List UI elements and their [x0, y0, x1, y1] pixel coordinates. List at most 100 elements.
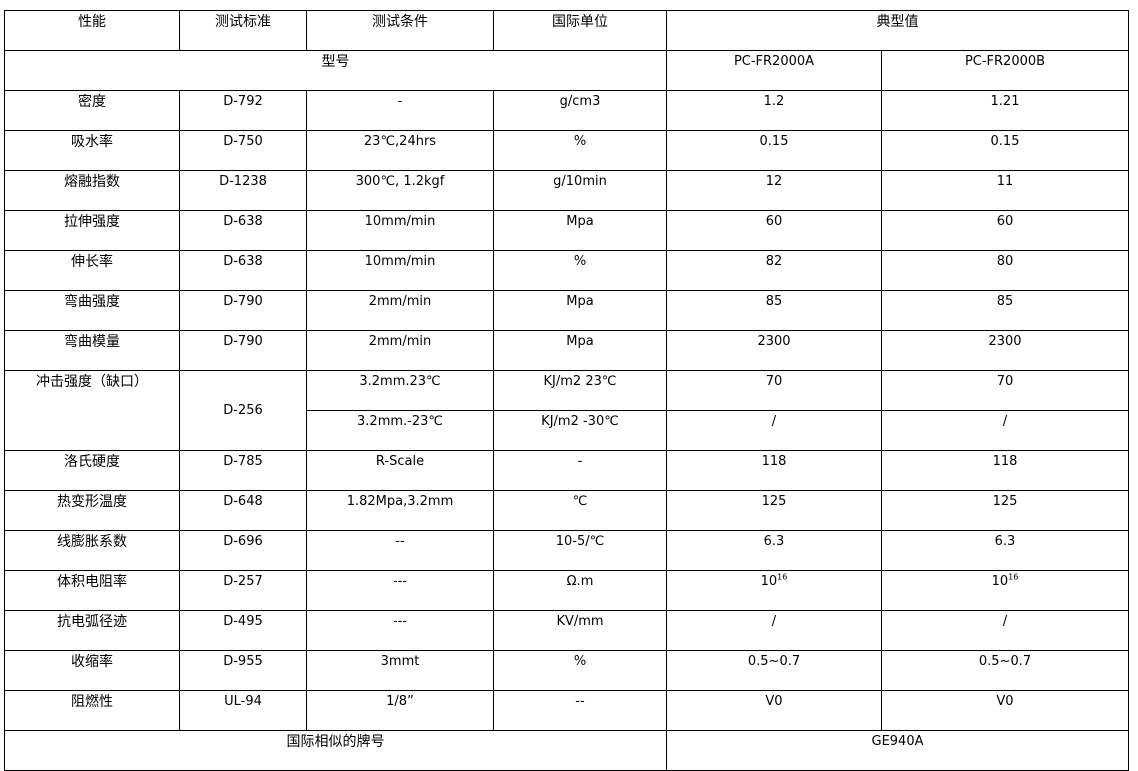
property-cell-text: 密度	[78, 94, 106, 110]
property-cell: 抗电弧径迹	[4, 610, 180, 651]
value-a-cell-text: 1.2	[763, 94, 785, 109]
unit-cell: KV/mm	[493, 610, 667, 651]
unit-cell-text: KJ/m2 23℃	[543, 374, 617, 389]
standard-cell-text: D-785	[223, 454, 263, 469]
value-a-cell-text: 85	[765, 294, 783, 309]
similar-grade-label: 国际相似的牌号	[4, 730, 667, 771]
standard-cell: D-1238	[179, 170, 307, 211]
condition-cell: -	[306, 90, 494, 131]
unit-cell: Mpa	[493, 210, 667, 251]
value-a-cell: V0	[666, 690, 882, 731]
unit-cell-text: Ω.m	[566, 574, 594, 589]
property-cell: 冲击强度（缺口）	[4, 370, 180, 451]
value-a-cell: /	[666, 410, 882, 451]
unit-cell-text: Mpa	[566, 214, 594, 229]
value-b-cell: V0	[881, 690, 1129, 731]
property-cell: 洛氏硬度	[4, 450, 180, 491]
value-b-cell-text: 85	[996, 294, 1014, 309]
condition-cell: 23℃,24hrs	[306, 130, 494, 171]
condition-cell-text: ---	[392, 614, 408, 629]
value-a-cell: 125	[666, 490, 882, 531]
unit-cell: --	[493, 690, 667, 731]
value-b-cell-text: 60	[996, 214, 1014, 229]
standard-cell: D-785	[179, 450, 307, 491]
unit-cell-text: %	[573, 654, 587, 669]
unit-cell-text: Mpa	[566, 334, 594, 349]
value-a-cell: 2300	[666, 330, 882, 371]
condition-cell: ---	[306, 610, 494, 651]
property-cell-text: 抗电弧径迹	[57, 614, 127, 630]
table-row: 吸水率 D-750 23℃,24hrs% 0.15 0.15	[4, 130, 1129, 171]
header-standard: 测试标准	[179, 10, 307, 51]
value-b-cell: 60	[881, 210, 1129, 251]
unit-cell-text: Mpa	[566, 294, 594, 309]
unit-cell-text: KV/mm	[556, 614, 604, 629]
table-row: 体积电阻率 D-257 --- Ω.m 1016 1016	[4, 570, 1129, 611]
unit-cell-text: %	[573, 254, 587, 269]
condition-cell: 300℃, 1.2kgf	[306, 170, 494, 211]
standard-cell-text: D-257	[223, 574, 263, 589]
value-a-cell-text: 70	[765, 374, 783, 389]
standard-cell-text: UL-94	[224, 694, 262, 709]
header-typical-value: 典型值	[666, 10, 1129, 51]
standard-cell-text: D-638	[223, 214, 263, 229]
condition-cell: ---	[306, 570, 494, 611]
value-b-cell-text: 6.3	[994, 534, 1016, 549]
condition-cell: 3.2mm.-23℃	[306, 410, 494, 451]
value-b-cell: 11	[881, 170, 1129, 211]
value-b-cell-text: 2300	[988, 334, 1022, 349]
value-a-cell-text: /	[771, 414, 777, 429]
standard-cell: D-638	[179, 210, 307, 251]
property-cell: 体积电阻率	[4, 570, 180, 611]
standard-cell: D-792	[179, 90, 307, 131]
value-a-cell-text: 82	[765, 254, 783, 269]
property-cell-text: 弯曲强度	[64, 294, 120, 310]
value-b-cell: 0.15	[881, 130, 1129, 171]
value-b-cell: 125	[881, 490, 1129, 531]
model-row: 型号 PC-FR2000A PC-FR2000B	[4, 50, 1129, 91]
value-a-cell: 1016	[666, 570, 882, 611]
value-b-cell: 85	[881, 290, 1129, 331]
condition-cell: 1.82Mpa,3.2mm	[306, 490, 494, 531]
property-cell: 收缩率	[4, 650, 180, 691]
table-row: 伸长率 D-638 10mm/min% 82 80	[4, 250, 1129, 291]
property-cell-text: 线膨胀系数	[57, 534, 127, 550]
property-cell: 弯曲模量	[4, 330, 180, 371]
standard-cell: D-955	[179, 650, 307, 691]
similar-grade-label-text: 国际相似的牌号	[286, 734, 385, 750]
table-row: 洛氏硬度 D-785 R-Scale - 118 118	[4, 450, 1129, 491]
table-row: 阻燃性 UL-94 1/8” -- V0 V0	[4, 690, 1129, 731]
unit-cell: -	[493, 450, 667, 491]
value-a-cell: 0.5~0.7	[666, 650, 882, 691]
value-b-cell-text: V0	[996, 694, 1014, 709]
similar-grade-value: GE940A	[666, 730, 1129, 771]
property-cell: 伸长率	[4, 250, 180, 291]
property-cell-text: 体积电阻率	[57, 574, 127, 590]
unit-cell-text: KJ/m2 -30℃	[541, 414, 619, 429]
unit-cell: g/10min	[493, 170, 667, 211]
unit-cell: KJ/m2 23℃	[493, 370, 667, 411]
condition-cell-text: -	[397, 94, 403, 109]
value-b-cell-text: 0.15	[990, 134, 1020, 149]
header-row: 性能 测试标准 测试条件 国际单位 典型值	[4, 10, 1129, 51]
unit-cell-text: g/cm3	[559, 94, 601, 109]
standard-cell-text: D-790	[223, 294, 263, 309]
condition-cell: 10mm/min	[306, 250, 494, 291]
value-b-cell: 2300	[881, 330, 1129, 371]
standard-cell-text: D-638	[223, 254, 263, 269]
standard-cell: D-638	[179, 250, 307, 291]
property-cell-text: 热变形温度	[57, 494, 127, 510]
exponent: 16	[1008, 572, 1019, 582]
value-a-cell: 1.2	[666, 90, 882, 131]
standard-cell: D-257	[179, 570, 307, 611]
condition-cell-text: 1.82Mpa,3.2mm	[346, 494, 454, 509]
value-b-cell: 118	[881, 450, 1129, 491]
property-cell: 阻燃性	[4, 690, 180, 731]
value-a-cell-text: 2300	[757, 334, 791, 349]
condition-cell-text: 10mm/min	[364, 254, 436, 269]
value-b-cell-text: 70	[996, 374, 1014, 389]
unit-cell: Mpa	[493, 330, 667, 371]
table-row: 熔融指数 D-1238 300℃, 1.2kgf g/10min 12 11	[4, 170, 1129, 211]
property-cell-text: 冲击强度（缺口）	[36, 374, 148, 390]
property-cell: 热变形温度	[4, 490, 180, 531]
